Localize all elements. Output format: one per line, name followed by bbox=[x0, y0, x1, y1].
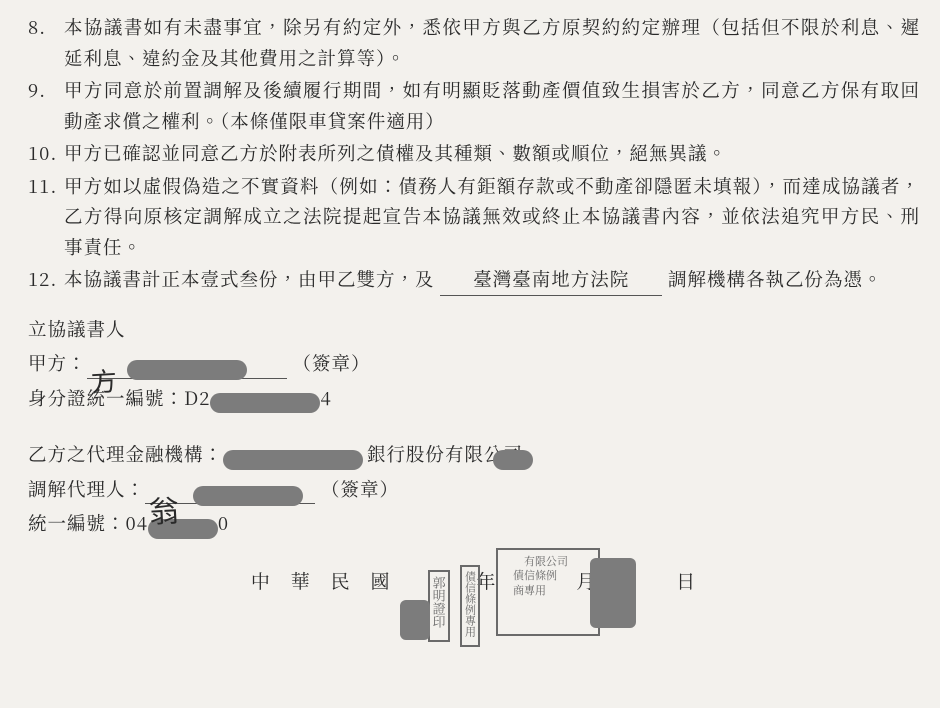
day-label: 日 bbox=[676, 567, 697, 594]
uni-label: 統一編號： bbox=[28, 508, 126, 539]
clause-body: 甲方同意於前置調解及後續履行期間，如有明顯貶落動產價值致生損害於乙方，同意乙方保… bbox=[64, 75, 920, 136]
seal-big: 有限公司 債信條例 商專用 bbox=[496, 548, 600, 636]
party-a-row: 甲方： 方 （簽章） bbox=[28, 348, 920, 379]
mediator-label: 調解代理人： bbox=[28, 474, 145, 505]
party-a-handwriting: 方 bbox=[85, 361, 118, 405]
clause-body: 本協議書計正本壹式叁份，由甲乙雙方，及 臺灣臺南地方法院 調解機構各執乙份為憑。 bbox=[64, 264, 920, 296]
clause-10: 10. 甲方已確認並同意乙方於附表所列之債權及其種類、數額或順位，絕無異議。 bbox=[28, 138, 920, 169]
redaction bbox=[400, 600, 430, 640]
clause-num: 12. bbox=[28, 264, 64, 296]
clause-12-post: 調解機構各執乙份為憑。 bbox=[668, 266, 883, 292]
party-b-label: 乙方之代理金融機構： bbox=[28, 439, 223, 470]
id-prefix: D2 bbox=[184, 383, 210, 414]
clause-8: 8. 本協議書如有未盡事宜，除另有約定外，悉依甲方與乙方原契約約定辦理（包括但不… bbox=[28, 12, 920, 73]
clause-body: 甲方已確認並同意乙方於附表所列之債權及其種類、數額或順位，絕無異議。 bbox=[64, 138, 920, 169]
clause-num: 10. bbox=[28, 138, 64, 169]
redaction bbox=[223, 450, 363, 470]
seal-small-1: 郭明證印 bbox=[428, 570, 450, 642]
mediator-handwriting: 翁 bbox=[144, 487, 182, 538]
clause-9: 9. 甲方同意於前置調解及後續履行期間，如有明顯貶落動產價值致生損害於乙方，同意… bbox=[28, 75, 920, 136]
redaction bbox=[210, 393, 320, 413]
clause-12-pre: 本協議書計正本壹式叁份，由甲乙雙方，及 bbox=[64, 266, 435, 292]
clause-11: 11. 甲方如以虛假偽造之不實資料（例如：債務人有鉅額存款或不動產卻隱匿未填報）… bbox=[28, 171, 920, 263]
sig-title: 立協議書人 bbox=[28, 314, 126, 345]
seal-small-2: 債信條例專用 bbox=[460, 565, 480, 647]
redaction bbox=[493, 450, 533, 470]
mediator-row: 調解代理人： 翁 （簽章） bbox=[28, 474, 920, 505]
document-page: 8. 本協議書如有未盡事宜，除另有約定外，悉依甲方與乙方原契約約定辦理（包括但不… bbox=[0, 0, 940, 596]
clause-body: 本協議書如有未盡事宜，除另有約定外，悉依甲方與乙方原契約約定辦理（包括但不限於利… bbox=[64, 12, 920, 73]
mediator-sign-field[interactable]: 翁 bbox=[145, 484, 315, 504]
id-suffix: 4 bbox=[320, 383, 331, 414]
clause-num: 8. bbox=[28, 12, 64, 73]
clause-12: 12. 本協議書計正本壹式叁份，由甲乙雙方，及 臺灣臺南地方法院 調解機構各執乙… bbox=[28, 264, 920, 296]
sign-suffix: （簽章） bbox=[321, 474, 399, 505]
redaction bbox=[127, 360, 247, 380]
clause-num: 9. bbox=[28, 75, 64, 136]
court-name-field[interactable]: 臺灣臺南地方法院 bbox=[440, 264, 662, 296]
party-a-label: 甲方： bbox=[28, 348, 87, 379]
redaction bbox=[193, 486, 303, 506]
clause-body: 甲方如以虛假偽造之不實資料（例如：債務人有鉅額存款或不動產卻隱匿未填報），而達成… bbox=[64, 171, 920, 263]
party-a-sign-field[interactable]: 方 bbox=[87, 358, 287, 378]
uni-suffix: 0 bbox=[218, 508, 229, 539]
era: 中 華 民 國 bbox=[251, 567, 398, 594]
signature-section: 立協議書人 甲方： 方 （簽章） 身分證統一編號： D2 4 乙方之代理金融機構… bbox=[28, 314, 920, 539]
party-b-row: 乙方之代理金融機構： 銀行股份有限公司 bbox=[28, 439, 920, 470]
redaction bbox=[590, 558, 636, 628]
clause-num: 11. bbox=[28, 171, 64, 263]
id-row: 身分證統一編號： D2 4 bbox=[28, 383, 920, 414]
sign-suffix: （簽章） bbox=[293, 348, 371, 379]
